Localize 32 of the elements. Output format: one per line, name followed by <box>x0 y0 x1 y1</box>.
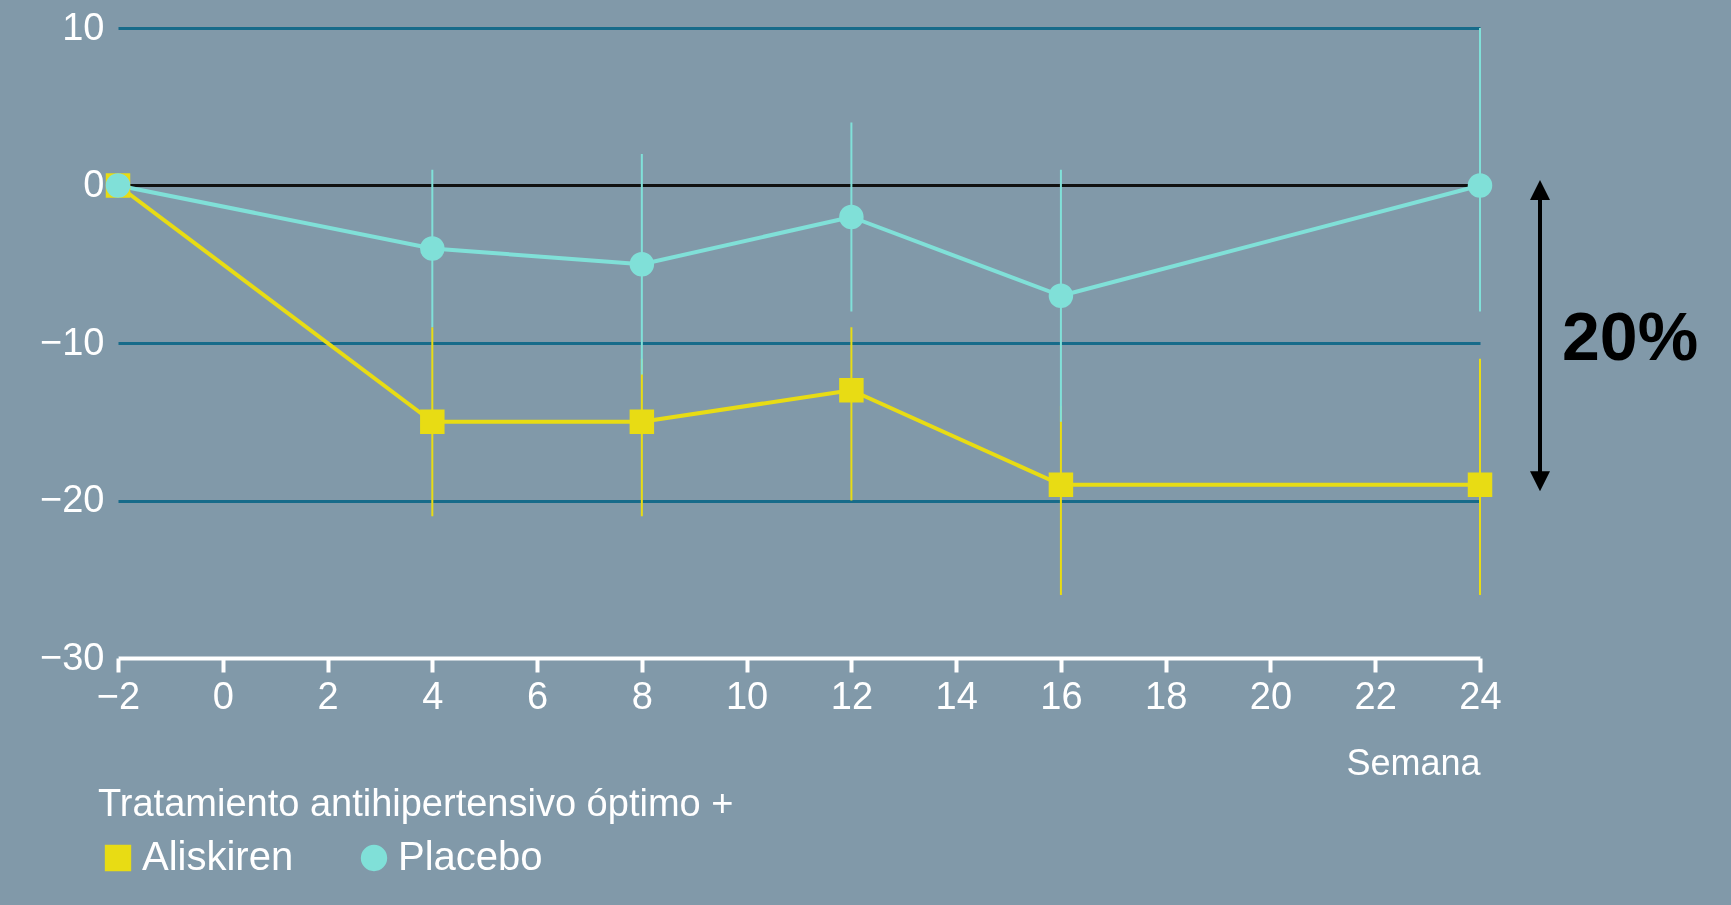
x-tick-label: 8 <box>631 674 653 717</box>
point <box>839 378 864 403</box>
y-tick-label: −10 <box>40 320 105 363</box>
x-tick-label: 10 <box>725 674 769 717</box>
x-tick-label: 2 <box>317 674 339 717</box>
point <box>1467 173 1493 198</box>
point <box>1467 472 1493 497</box>
y-tick-label: −20 <box>40 478 105 520</box>
text: 20% <box>1562 297 1699 376</box>
x-tick-label: 20 <box>1249 674 1293 717</box>
x-tick-label: 22 <box>1354 674 1397 717</box>
point <box>420 409 445 434</box>
x-axis-title: Semana <box>1346 741 1482 783</box>
x-tick-label: 14 <box>935 674 978 717</box>
x-tick-label: 4 <box>422 674 444 717</box>
y-tick-label: 10 <box>62 5 105 48</box>
x-tick-label: 0 <box>212 674 234 717</box>
point <box>1048 472 1074 497</box>
legend-label: Aliskiren <box>142 834 294 878</box>
point <box>629 409 655 434</box>
point <box>1048 283 1074 308</box>
point <box>839 204 864 230</box>
point <box>420 236 445 261</box>
x-tick-label: 12 <box>830 674 874 717</box>
x-tick-label: 24 <box>1459 674 1502 717</box>
legend-title: Tratamiento antihipertensivo óptimo + <box>98 782 734 824</box>
legend-label: Placebo <box>398 834 543 878</box>
x-tick-label: 16 <box>1040 674 1083 717</box>
x-tick-label: 6 <box>527 674 549 717</box>
point <box>629 252 655 277</box>
x-tick-label: 18 <box>1145 674 1188 717</box>
y-tick-label: 0 <box>83 163 105 205</box>
